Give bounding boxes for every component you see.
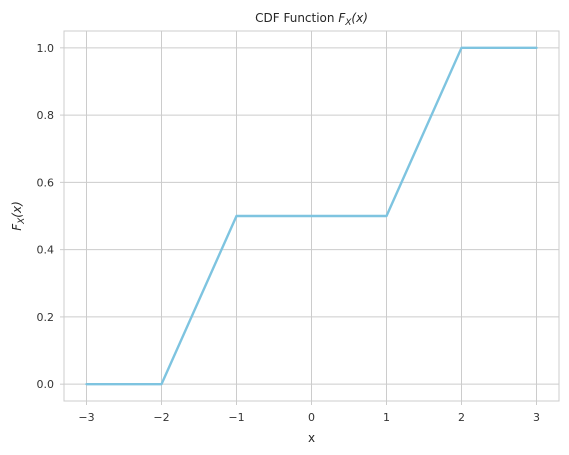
x-tick-label: 3 — [533, 411, 540, 424]
y-axis-ticks: 0.0 0.2 0.4 0.6 0.8 1.0 — [37, 42, 64, 391]
series-layer — [85, 46, 538, 386]
x-axis-ticks: −3 −2 −1 0 1 2 3 — [78, 401, 540, 424]
x-tick-label: 2 — [458, 411, 465, 424]
x-tick-label: −3 — [78, 411, 94, 424]
y-tick-label: 0.6 — [37, 176, 55, 189]
y-tick-label: 0.8 — [37, 109, 55, 122]
chart-title: CDF Function FX(x) — [255, 11, 368, 28]
x-tick-label: −2 — [153, 411, 169, 424]
y-axis-label: FX(x) — [10, 201, 27, 231]
y-tick-label: 0.2 — [37, 311, 55, 324]
x-tick-label: −1 — [228, 411, 244, 424]
x-tick-label: 0 — [308, 411, 315, 424]
x-axis-label: x — [308, 431, 315, 445]
x-tick-label: 1 — [383, 411, 390, 424]
y-tick-label: 0.4 — [37, 244, 55, 257]
cdf-series-line — [85, 46, 538, 386]
y-tick-label: 0.0 — [37, 378, 55, 391]
y-tick-label: 1.0 — [37, 42, 55, 55]
